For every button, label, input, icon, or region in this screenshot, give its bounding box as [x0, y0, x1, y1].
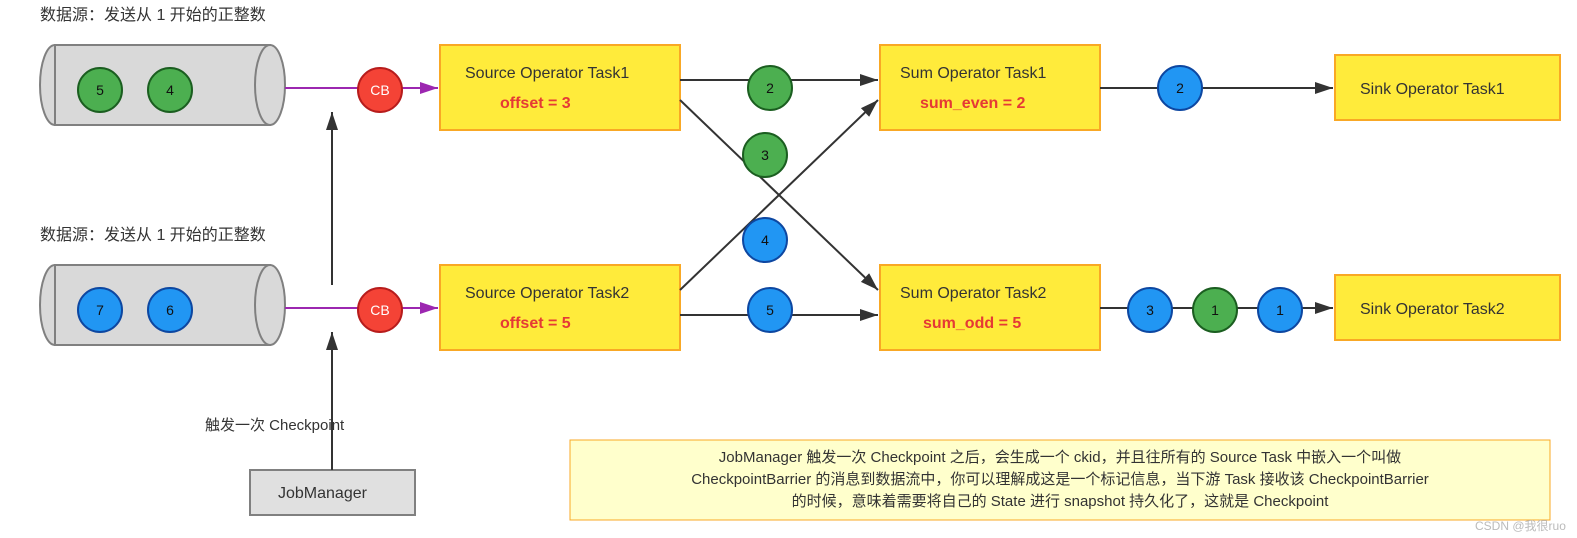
chip-sum2-sink2-1: 1: [1193, 288, 1237, 332]
svg-text:5: 5: [766, 302, 774, 318]
svg-text:2: 2: [766, 80, 774, 96]
source-op-2: Source Operator Task2 offset = 5: [440, 265, 680, 350]
svg-text:2: 2: [1176, 80, 1184, 96]
svg-text:offset = 3: offset = 3: [500, 95, 571, 112]
sink-op-2: Sink Operator Task2: [1335, 275, 1560, 340]
svg-text:CheckpointBarrier 的消息到数据流中，你可以: CheckpointBarrier 的消息到数据流中，你可以理解成这是一个标记信…: [691, 471, 1429, 488]
svg-text:7: 7: [96, 302, 104, 318]
svg-text:sum_even = 2: sum_even = 2: [920, 95, 1026, 112]
svg-text:数据源：发送从 1 开始的正整数: 数据源：发送从 1 开始的正整数: [40, 6, 266, 24]
svg-text:offset = 5: offset = 5: [500, 315, 571, 332]
svg-text:的时候，意味着需要将自己的 State 进行 snapsho: 的时候，意味着需要将自己的 State 进行 snapshot 持久化了，这就是…: [792, 492, 1330, 510]
watermark: CSDN @我很ruo: [1475, 519, 1566, 533]
svg-text:Sink Operator Task1: Sink Operator Task1: [1360, 81, 1505, 98]
jobmanager: JobManager: [250, 470, 415, 515]
ds-top-item-0: 5: [78, 68, 122, 112]
svg-text:3: 3: [1146, 302, 1154, 318]
ds-bottom-item-0: 7: [78, 288, 122, 332]
ds-top-item-1: 4: [148, 68, 192, 112]
cb-bottom: CB: [358, 288, 402, 332]
svg-text:JobManager: JobManager: [278, 485, 368, 502]
svg-text:CB: CB: [370, 82, 389, 98]
sum-op-1: Sum Operator Task1 sum_even = 2: [880, 45, 1100, 130]
svg-text:4: 4: [761, 232, 769, 248]
svg-text:CB: CB: [370, 302, 389, 318]
svg-text:1: 1: [1276, 302, 1284, 318]
svg-text:1: 1: [1211, 302, 1219, 318]
svg-text:Source Operator Task1: Source Operator Task1: [465, 65, 629, 82]
chip-src1-sum2: 3: [743, 133, 787, 177]
svg-text:Sum Operator Task2: Sum Operator Task2: [900, 285, 1047, 302]
cb-top: CB: [358, 68, 402, 112]
svg-text:3: 3: [761, 147, 769, 163]
note-box: JobManager 触发一次 Checkpoint 之后，会生成一个 ckid…: [570, 440, 1550, 520]
chip-src2-sum1: 4: [743, 218, 787, 262]
chip-sum2-sink2-0: 3: [1128, 288, 1172, 332]
svg-text:Sink Operator Task2: Sink Operator Task2: [1360, 301, 1505, 318]
svg-text:Source Operator Task2: Source Operator Task2: [465, 285, 629, 302]
svg-text:JobManager 触发一次 Checkpoint 之后，: JobManager 触发一次 Checkpoint 之后，会生成一个 ckid…: [719, 449, 1401, 466]
chip-sum1-sink1-0: 2: [1158, 66, 1202, 110]
ds-bottom-item-1: 6: [148, 288, 192, 332]
chip-src1-sum1: 2: [748, 66, 792, 110]
sink-op-1: Sink Operator Task1: [1335, 55, 1560, 120]
chip-src2-sum2: 5: [748, 288, 792, 332]
svg-text:5: 5: [96, 82, 104, 98]
svg-text:4: 4: [166, 82, 174, 98]
svg-text:6: 6: [166, 302, 174, 318]
source-op-1: Source Operator Task1 offset = 3: [440, 45, 680, 130]
svg-text:Sum Operator Task1: Sum Operator Task1: [900, 65, 1047, 82]
svg-text:数据源：发送从 1 开始的正整数: 数据源：发送从 1 开始的正整数: [40, 226, 266, 244]
chip-sum2-sink2-2: 1: [1258, 288, 1302, 332]
trigger-label: 触发一次 Checkpoint: [205, 417, 345, 434]
sum-op-2: Sum Operator Task2 sum_odd = 5: [880, 265, 1100, 350]
svg-text:sum_odd = 5: sum_odd = 5: [923, 315, 1021, 332]
